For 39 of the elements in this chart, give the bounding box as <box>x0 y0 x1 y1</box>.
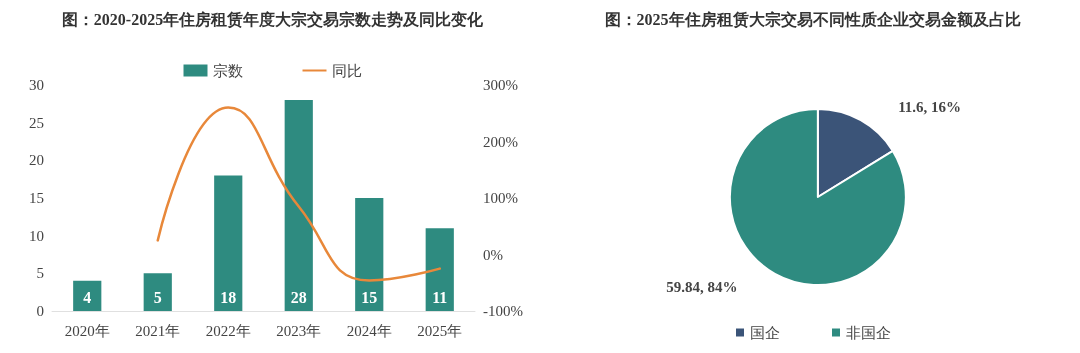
legend-label: 同比 <box>331 62 362 79</box>
y-tick-label: 25 <box>29 114 44 131</box>
bar <box>355 198 384 311</box>
data-label: 5 <box>153 288 162 306</box>
x-tick-label: 2021年 <box>135 322 181 339</box>
y-tick-label: 0 <box>36 303 44 319</box>
bar <box>143 273 172 311</box>
data-label: 4 <box>83 288 92 306</box>
y2-tick-label: 300% <box>483 77 518 93</box>
y2-tick-label: 100% <box>483 190 518 206</box>
y-tick-label: 5 <box>36 265 44 282</box>
legend-label: 国企 <box>750 324 780 341</box>
data-label: 15 <box>361 288 378 306</box>
legend-label: 非国企 <box>846 324 891 341</box>
chart-title: 图：2020-2025年住房租赁年度大宗交易宗数走势及同比变化 <box>61 9 485 29</box>
x-tick-label: 2025年 <box>417 322 463 339</box>
y-tick-label: 30 <box>29 77 44 93</box>
y2-tick-label: 0% <box>483 246 503 263</box>
legend-label: 宗数 <box>212 62 243 79</box>
bar <box>425 228 454 311</box>
data-label: 11.6, 16% <box>898 99 962 116</box>
data-label: 28 <box>290 288 307 306</box>
y2-tick-label: -100% <box>483 303 523 319</box>
data-label: 11 <box>432 288 448 306</box>
bar <box>214 175 243 311</box>
y2-tick-label: 200% <box>483 133 518 150</box>
x-tick-label: 2023年 <box>276 322 322 339</box>
line-series <box>156 106 441 282</box>
x-tick-label: 2022年 <box>205 322 251 339</box>
bar <box>284 100 313 311</box>
bar <box>73 280 102 311</box>
chart-title: 图：2025年住房租赁大宗交易不同性质企业交易金额及占比 <box>604 9 1021 29</box>
data-label: 59.84, 84% <box>666 278 738 295</box>
data-label: 18 <box>220 288 237 306</box>
y-tick-label: 20 <box>29 152 44 169</box>
y-tick-label: 15 <box>29 190 44 206</box>
y-tick-label: 10 <box>29 227 44 244</box>
x-tick-label: 2020年 <box>64 322 110 339</box>
x-tick-label: 2024年 <box>346 322 392 339</box>
